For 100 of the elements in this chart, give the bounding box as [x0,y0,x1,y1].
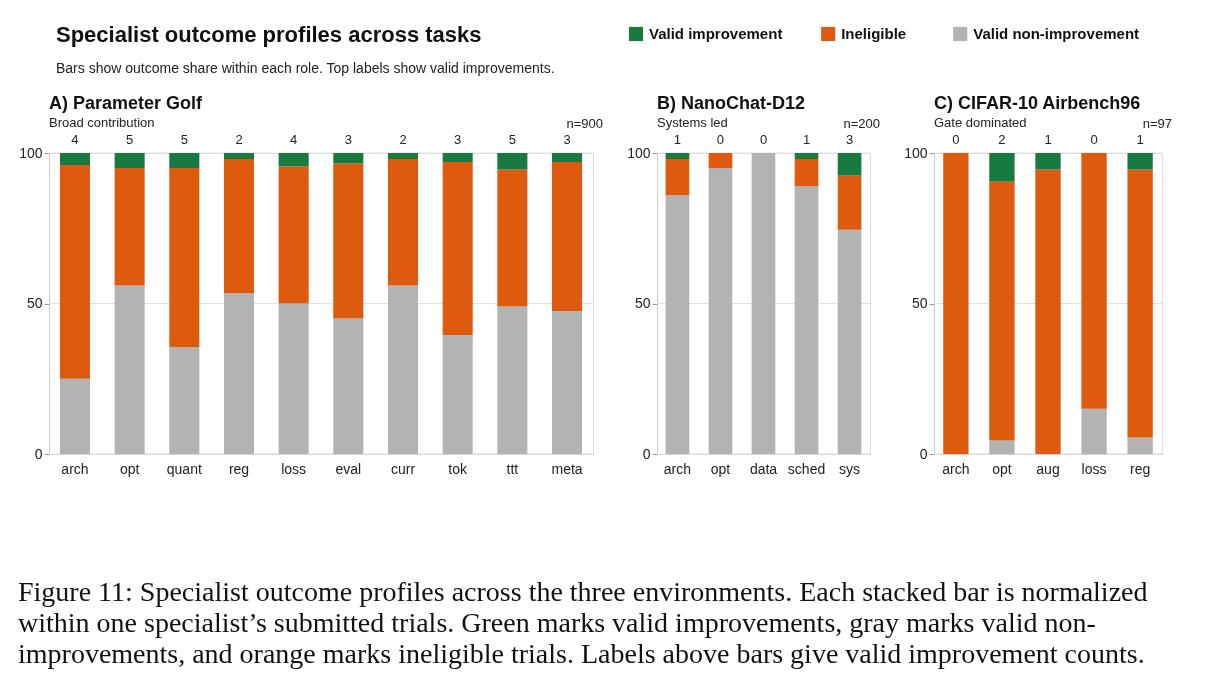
bar [59,165,91,379]
y-tick-label: 50 [911,295,928,311]
bar [1081,408,1107,454]
bar [989,153,1015,182]
bar [551,311,583,454]
annotation: 0 [1090,132,1098,147]
x-tick-label: opt [710,460,731,477]
annotation: 1 [1136,132,1144,147]
bar [169,347,200,454]
bar [551,162,583,312]
x-tick-label: curr [390,460,416,477]
y-tick-label: 0 [919,445,928,462]
bar [1035,153,1061,170]
bar [223,292,255,454]
bar [837,175,862,230]
chart-title: A) Parameter Golf [49,93,204,113]
x-tick-label: meta [551,460,583,477]
bar [794,159,819,187]
annotation: 0 [759,132,768,147]
bar [278,166,309,304]
bar [223,159,255,293]
annotation: 2 [399,132,407,147]
x-tick-label: data [749,460,778,477]
x-tick-label: arch [61,460,89,477]
bar [665,159,690,196]
bar [497,169,528,307]
bar [1127,169,1153,438]
annotation: 3 [563,132,571,147]
bar [442,335,473,454]
bar [794,153,819,160]
x-tick-label: arch [942,460,970,477]
bar [1035,169,1061,454]
bar [551,153,583,163]
y-tick-label: 50 [634,295,651,311]
y-tick-label: 100 [19,144,43,161]
y-tick-label: 100 [627,144,651,161]
y-tick-label: 100 [904,144,928,161]
text: n=97 [1142,116,1172,131]
bar [333,153,364,164]
bar [497,153,528,170]
x-tick-label: loss [281,460,307,477]
x-tick-label: opt [992,460,1012,477]
x-tick-label: eval [335,460,362,477]
bar [59,378,91,454]
x-tick-label: arch [663,460,692,477]
bar [114,168,145,286]
bar [751,153,776,454]
x-tick-label: reg [228,460,250,477]
text: n=900 [566,116,603,131]
caption: Figure 11: Specialist outcome profiles across the three environments. Each stacked bar is normalized within one specialist’s submitted trials. Green marks valid improvements, gray marks valid non-improvements, and orange marks ineligible trials. Labels above bars give valid improvement counts. [18,576,1148,669]
bar [387,159,419,286]
y-tick-label: 0 [34,445,43,462]
y-tick-label: 50 [26,295,43,311]
bar [1081,153,1107,409]
x-tick-label: tok [448,460,469,477]
bar [989,440,1015,454]
bar [708,153,733,169]
bar [387,153,419,160]
bar [1127,437,1153,454]
bar [333,318,364,454]
bar [278,153,309,167]
annotation: 5 [126,132,134,147]
legend-label: Ineligible [841,25,907,42]
annotation: 1 [802,132,811,147]
bar [442,153,473,163]
bar [665,195,690,454]
x-tick-label: opt [119,460,140,477]
x-tick-label: quant [166,460,202,477]
text: Specialist outcome profiles across tasks [56,22,482,47]
annotation: 0 [716,132,725,147]
annotation: 2 [998,132,1006,147]
chart-subtitle: Broad contribution [49,115,155,130]
annotation: 4 [71,132,79,147]
legend-label: Valid non-improvement [973,25,1140,42]
annotation: 2 [235,132,243,147]
bar [794,186,819,454]
bar [497,306,528,454]
bar [223,153,255,160]
bar [333,163,364,319]
bar [665,153,690,160]
annotation: 1 [1044,132,1052,147]
annotation: 3 [344,132,352,147]
x-tick-label: reg [1130,460,1151,477]
legend-label: Valid improvement [649,25,783,42]
bar [989,181,1015,441]
bar [837,153,862,176]
bar [943,153,969,454]
bar [278,303,309,454]
bar [837,229,862,454]
bar [114,153,145,169]
x-tick-label: sched [787,460,826,477]
annotation: 4 [290,132,298,147]
x-tick-label: ttt [506,460,519,477]
chart-subtitle: Gate dominated [934,115,1027,130]
text: Bars show outcome share within each role. Top labels show valid improvements. [56,60,555,76]
annotation: 5 [180,132,188,147]
bar [59,153,91,166]
bar [1127,153,1153,170]
annotation: 0 [952,132,960,147]
annotation: 5 [508,132,516,147]
